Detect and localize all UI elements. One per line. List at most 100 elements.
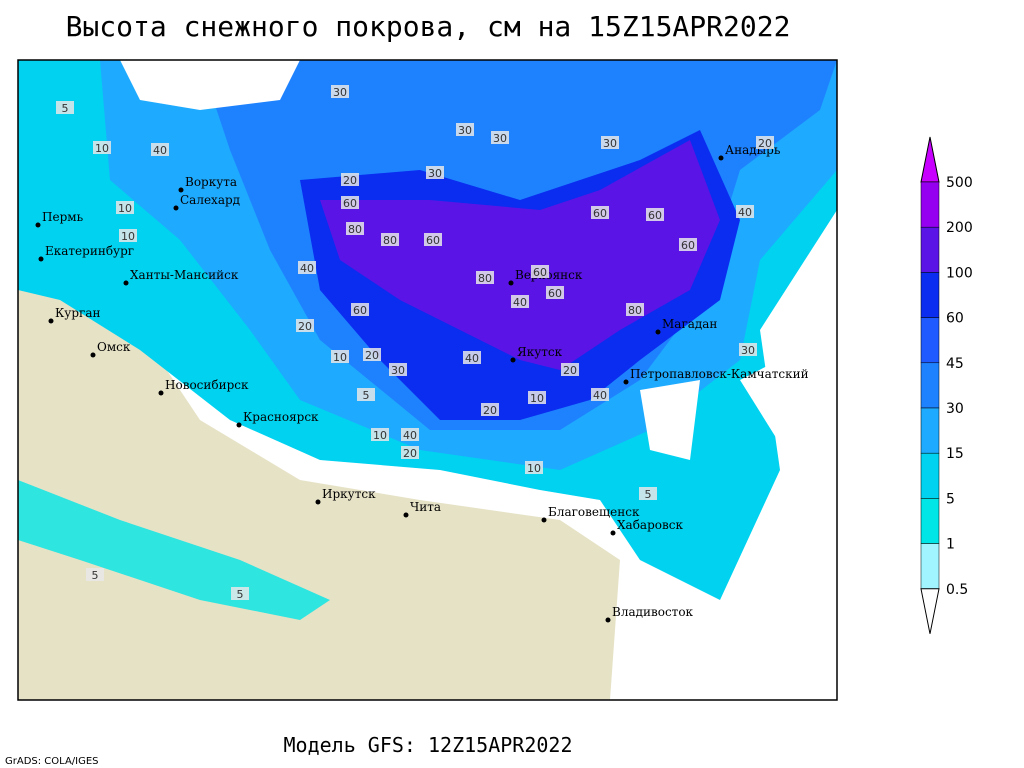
- city-dot: [236, 422, 242, 428]
- credit: GrADS: COLA/IGES: [5, 756, 99, 767]
- contour-label-bg: [456, 123, 474, 136]
- legend-box: [920, 407, 940, 454]
- contour-label-bg: [116, 201, 134, 214]
- legend-level: 5: [946, 491, 955, 507]
- city-dot: [158, 390, 164, 396]
- contour-label: 20: [403, 447, 417, 460]
- legend-box: [920, 317, 940, 364]
- snow-patch: [18, 480, 330, 620]
- legend-level: 0.5: [946, 582, 968, 598]
- city-label: Воркута: [185, 175, 237, 189]
- contour-label-bg: [426, 166, 444, 179]
- contour-label-bg: [363, 348, 381, 361]
- city-dot: [123, 280, 129, 286]
- contour-label-bg: [298, 261, 316, 274]
- contour-label: 40: [153, 144, 167, 157]
- city-dot: [605, 617, 611, 623]
- city-label: Благовещенск: [548, 505, 640, 519]
- contour-label-bg: [401, 428, 419, 441]
- contour-label: 40: [403, 429, 417, 442]
- contour-label: 10: [373, 429, 387, 442]
- contour-label: 80: [348, 223, 362, 236]
- contour-label: 60: [593, 207, 607, 220]
- legend-top: [920, 136, 940, 183]
- city-dot: [510, 357, 516, 363]
- contour-label-bg: [626, 303, 644, 316]
- city-label: Магадан: [662, 317, 717, 331]
- okhotsk: [640, 380, 700, 460]
- contour-label-bg: [546, 286, 564, 299]
- legend-level: 60: [946, 311, 964, 327]
- ice-free: [120, 60, 300, 110]
- legend-box: [920, 543, 940, 590]
- city-label: Ханты-Мансийск: [130, 268, 239, 282]
- contour-label-bg: [639, 487, 657, 500]
- contour-label: 20: [343, 174, 357, 187]
- snow-100: [320, 140, 720, 370]
- contour-label-bg: [93, 141, 111, 154]
- city-label: Екатеринбург: [45, 244, 134, 258]
- city-dot: [403, 512, 409, 518]
- cities: Воркута Салехард Пермь Екатеринбург Ханты-Ма…: [35, 143, 809, 623]
- contour-label-bg: [511, 295, 529, 308]
- contour-label: 5: [237, 588, 244, 601]
- contour-label-bg: [151, 143, 169, 156]
- contour-label: 80: [628, 304, 642, 317]
- contour-label-bg: [231, 587, 249, 600]
- contour-label-bg: [119, 229, 137, 242]
- contour-label: 30: [333, 86, 347, 99]
- contour-label: 30: [428, 167, 442, 180]
- contour-label-bg: [481, 403, 499, 416]
- contour-label: 20: [365, 349, 379, 362]
- legend-level: 1: [946, 537, 955, 553]
- contour-label-bg: [357, 388, 375, 401]
- contour-label: 20: [298, 320, 312, 333]
- contour-label-bg: [463, 351, 481, 364]
- contour-label: 5: [363, 389, 370, 402]
- city-label: Петропавловск-Камчатский: [630, 367, 809, 381]
- contour-label: 60: [426, 234, 440, 247]
- contour-label-bg: [525, 461, 543, 474]
- contour-label-bg: [491, 131, 509, 144]
- contour-label-bg: [86, 568, 104, 581]
- contour-label-bg: [591, 206, 609, 219]
- land: [18, 280, 620, 700]
- city-dot: [541, 517, 547, 523]
- contour-label: 30: [493, 132, 507, 145]
- contour-label: 30: [741, 344, 755, 357]
- contour-label: 20: [483, 404, 497, 417]
- legend-level: 200: [946, 220, 973, 236]
- contour-label: 60: [548, 287, 562, 300]
- contour-label-bg: [351, 303, 369, 316]
- contour-label-bg: [679, 238, 697, 251]
- contour-label: 40: [300, 262, 314, 275]
- contour-label-bg: [331, 85, 349, 98]
- legend-level: 15: [946, 446, 964, 462]
- contour-label: 5: [645, 488, 652, 501]
- contour-label-bg: [331, 350, 349, 363]
- contour-label-bg: [756, 136, 774, 149]
- contour-label-bg: [346, 222, 364, 235]
- contour-label: 5: [62, 102, 69, 115]
- contour-label-bg: [739, 343, 757, 356]
- contour-label: 60: [648, 209, 662, 222]
- legend-box: [920, 362, 940, 409]
- contour-label: 30: [391, 364, 405, 377]
- city-label: Иркутск: [322, 487, 376, 501]
- contour-label-bg: [424, 233, 442, 246]
- contour-label: 10: [95, 142, 109, 155]
- contour-label: 60: [353, 304, 367, 317]
- city-dot: [655, 329, 661, 335]
- legend-box: [920, 272, 940, 318]
- contour-label-bg: [476, 271, 494, 284]
- city-dot: [38, 256, 44, 262]
- contour-label-bg: [341, 196, 359, 209]
- city-dot: [315, 499, 321, 505]
- contour-label: 10: [333, 351, 347, 364]
- footer: Модель GFS: 12Z15APR2022: [284, 733, 573, 757]
- city-label: Салехард: [180, 193, 240, 207]
- city-dot: [718, 155, 724, 161]
